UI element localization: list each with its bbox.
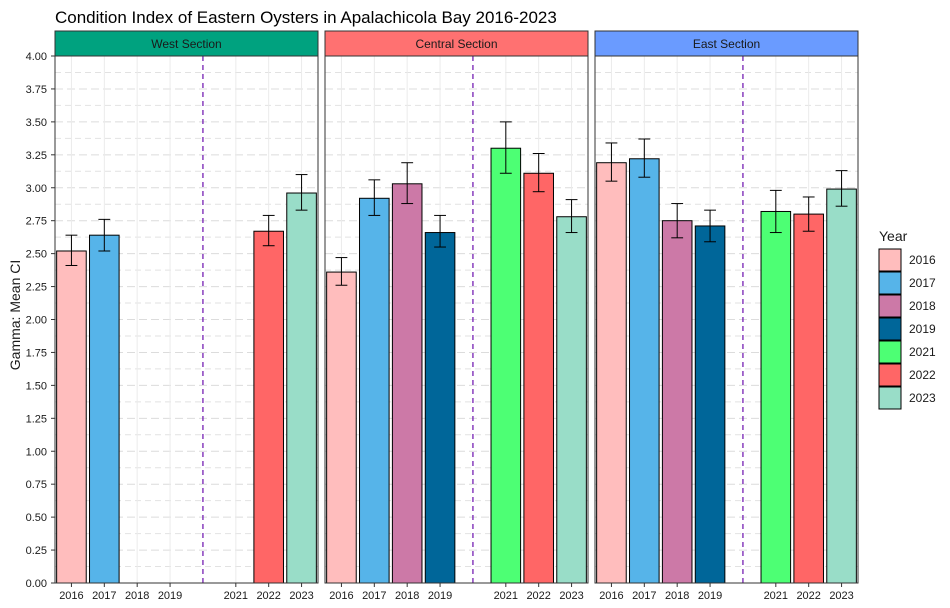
x-tick-label: 2017: [632, 590, 656, 602]
x-tick-label: 2017: [92, 590, 116, 602]
facet-strip: [54, 30, 319, 57]
legend-key-2016: [878, 248, 902, 272]
bar-2023: [556, 216, 587, 584]
chart-title: Condition Index of Eastern Oysters in Ap…: [55, 8, 557, 27]
y-tick-label: 3.00: [26, 183, 47, 195]
legend-key-2022: [878, 363, 902, 387]
bar-2019: [424, 232, 456, 584]
legend-key-2018: [878, 294, 902, 318]
x-tick-label: 2019: [428, 590, 452, 602]
legend-label: 2023: [909, 391, 936, 405]
panel-border: [54, 55, 319, 584]
x-tick-label: 2022: [526, 590, 550, 602]
x-tick-label: 2019: [158, 590, 182, 602]
bar-2017: [89, 234, 120, 584]
legend-label: 2021: [909, 345, 936, 359]
legend-label: 2022: [909, 368, 936, 382]
y-tick-label: 0.00: [26, 578, 47, 590]
panel-border: [594, 55, 859, 584]
legend-key-2021: [878, 340, 902, 364]
x-tick-label: 2021: [494, 590, 518, 602]
y-tick-label: 0.75: [26, 479, 47, 491]
x-tick-label: 2022: [256, 590, 280, 602]
bar-2017: [629, 158, 660, 584]
facet-strip: [594, 30, 859, 57]
y-tick-label: 3.75: [26, 84, 47, 96]
y-tick-label: 0.25: [26, 545, 47, 557]
y-tick-label: 1.75: [26, 347, 47, 359]
y-tick-label: 2.75: [26, 216, 47, 228]
panel-border: [324, 55, 589, 584]
bar-2016: [326, 271, 357, 584]
x-tick-label: 2021: [764, 590, 788, 602]
bar-2019: [694, 225, 726, 584]
y-axis: 0.00 0.25 0.50 0.75 1.00 1.25 1.50 1.75 2.00 2.25…: [26, 51, 55, 590]
x-tick-label: 2019: [698, 590, 722, 602]
facet-strip-label: West Section: [151, 37, 221, 51]
y-tick-label: 0.50: [26, 512, 47, 524]
bar-2018: [391, 183, 423, 584]
legend: Year 2016 2017 2018 2019 2021 2022 2023: [878, 228, 936, 410]
x-tick-label: 2023: [289, 590, 313, 602]
x-tick-label: 2018: [395, 590, 419, 602]
y-tick-label: 3.25: [26, 150, 47, 162]
bar-2016: [596, 162, 627, 584]
bar-2022: [253, 230, 284, 584]
x-tick-label: 2016: [599, 590, 623, 602]
facet-strip-label: East Section: [693, 37, 760, 51]
bar-2018: [661, 220, 693, 584]
y-tick-label: 2.50: [26, 249, 47, 261]
legend-key-2019: [878, 317, 902, 341]
bar-2022: [793, 213, 824, 584]
y-tick-label: 4.00: [26, 51, 47, 63]
facet-panels: West Section 2016 2017 2018 2019 2021 2022 2023…: [54, 30, 859, 602]
x-tick-label: 2023: [559, 590, 583, 602]
y-axis-title: Gamma: Mean CI: [7, 260, 23, 370]
x-tick-label: 2016: [59, 590, 83, 602]
bar-2021: [490, 147, 522, 584]
x-tick-label: 2018: [665, 590, 689, 602]
facet-strip-label: Central Section: [415, 37, 497, 51]
y-tick-label: 1.00: [26, 446, 47, 458]
x-tick-label: 2021: [224, 590, 248, 602]
legend-label: 2018: [909, 299, 936, 313]
legend-title: Year: [879, 228, 908, 244]
legend-label: 2016: [909, 253, 936, 267]
panel-0: West Section 2016 2017 2018 2019 2021 2022 2023: [54, 30, 319, 602]
panel-2: East Section 2016 2017 2018 2019 2021 2022 2023: [594, 30, 859, 602]
bar-2021: [760, 210, 792, 584]
x-tick-label: 2016: [329, 590, 353, 602]
y-tick-label: 1.50: [26, 380, 47, 392]
y-tick-label: 2.00: [26, 315, 47, 327]
bar-2023: [286, 192, 317, 584]
y-tick-label: 1.25: [26, 413, 47, 425]
facet-strip: [324, 30, 589, 57]
bar-2017: [359, 197, 390, 584]
y-tick-label: 2.25: [26, 282, 47, 294]
x-tick-label: 2017: [362, 590, 386, 602]
bar-2022: [523, 172, 554, 584]
panel-1: Central Section 2016 2017 2018 2019 2021 2022 2…: [324, 30, 589, 602]
x-tick-label: 2023: [829, 590, 853, 602]
legend-key-2023: [878, 386, 902, 410]
legend-label: 2017: [909, 276, 936, 290]
x-tick-label: 2022: [796, 590, 820, 602]
x-tick-label: 2018: [125, 590, 149, 602]
legend-key-2017: [878, 271, 902, 295]
legend-label: 2019: [909, 322, 936, 336]
bar-2023: [826, 188, 857, 584]
y-tick-label: 3.50: [26, 117, 47, 129]
bar-2016: [56, 250, 87, 584]
